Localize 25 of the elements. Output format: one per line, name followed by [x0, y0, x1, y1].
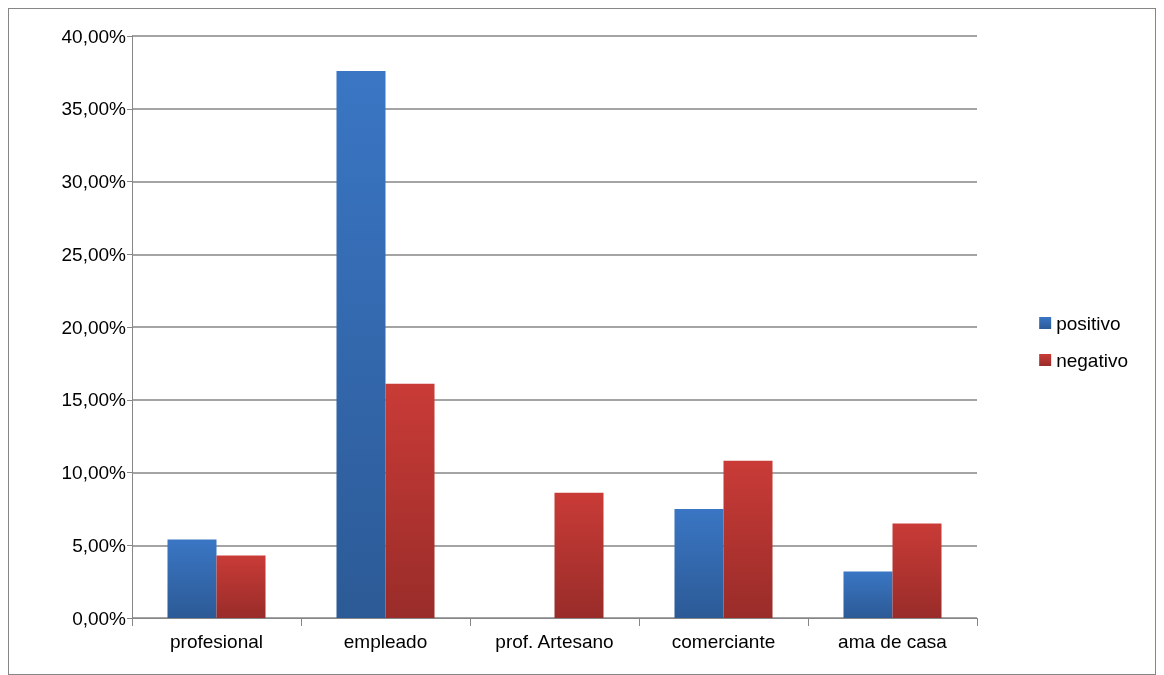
bar: [336, 70, 386, 618]
x-tick-label: profesional: [170, 631, 263, 652]
bar: [674, 508, 724, 618]
y-tick-label: 0,00%: [72, 607, 127, 629]
y-tick-label: 35,00%: [61, 98, 127, 120]
y-tick-label: 30,00%: [61, 171, 127, 192]
y-tick-label: 5,00%: [72, 534, 127, 556]
x-tick-label: prof. Artesano: [495, 631, 614, 652]
y-tick-label: 40,00%: [61, 25, 127, 47]
bar: [554, 492, 604, 618]
y-tick-label: 20,00%: [61, 316, 127, 338]
bar: [892, 523, 942, 618]
bar: [843, 571, 893, 618]
x-tick-label: ama de casa: [838, 631, 948, 652]
bar: [723, 460, 773, 618]
y-tick-label: 10,00%: [61, 462, 127, 483]
bar: [167, 539, 217, 618]
y-tick-label: 15,00%: [61, 389, 127, 411]
y-tick-label: 25,00%: [61, 243, 127, 265]
x-tick-label: empleado: [343, 631, 428, 652]
bar: [216, 555, 266, 618]
bar: [385, 383, 435, 618]
legend-label: negativo: [1056, 349, 1129, 371]
legend-label: positivo: [1056, 312, 1121, 334]
x-tick-label: comerciante: [671, 631, 776, 652]
